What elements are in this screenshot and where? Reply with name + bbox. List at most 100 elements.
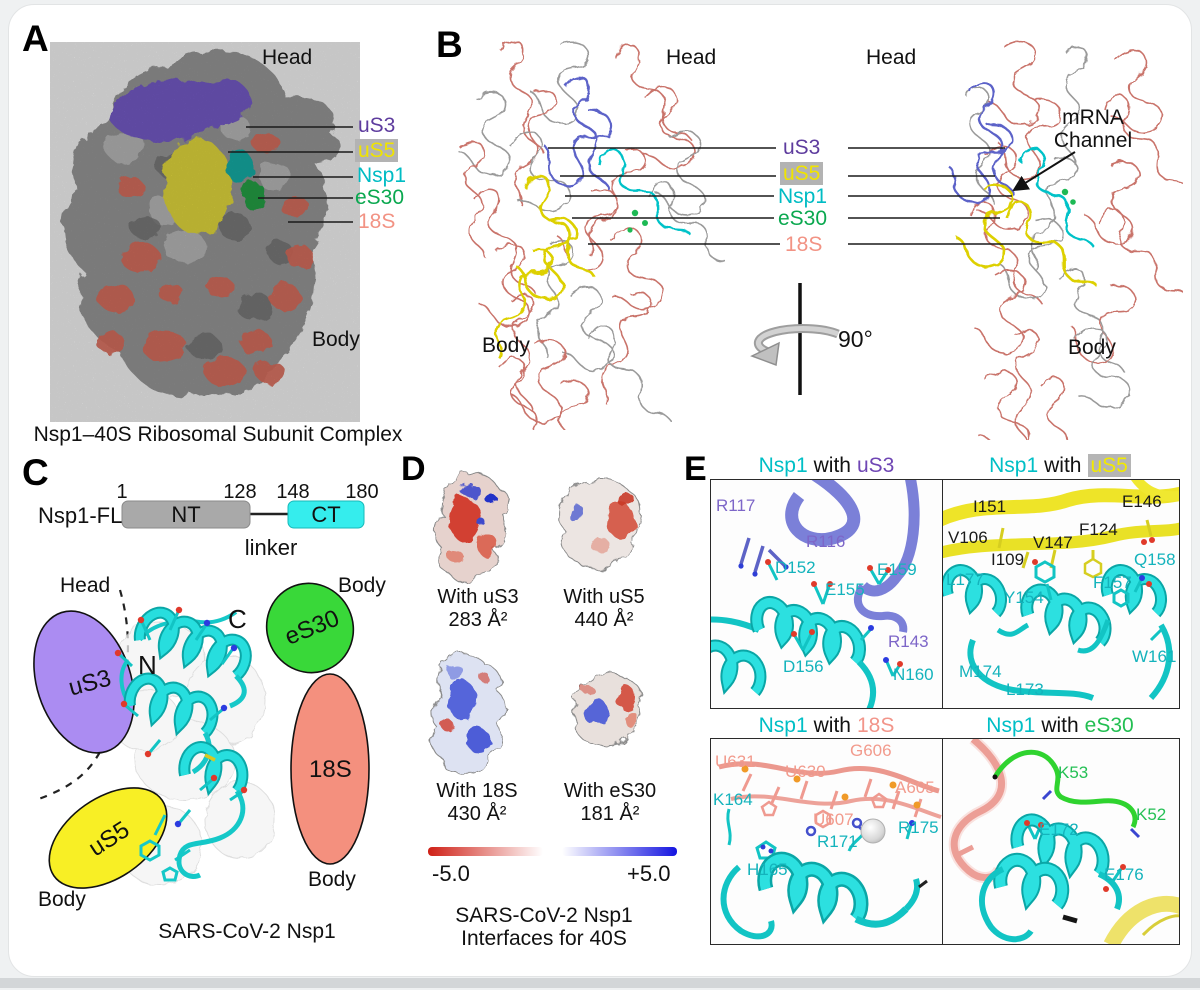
- panel-b-rotation-label: 90°: [838, 326, 873, 352]
- panel-d-surfaces: [431, 473, 643, 776]
- residue-label: N160: [893, 665, 934, 684]
- panel-a-letter: A: [22, 18, 49, 59]
- panel-d-caption-line2: Interfaces for 40S: [461, 927, 627, 950]
- ct-domain-label: CT: [311, 502, 341, 527]
- panel-b-body-right: Body: [1068, 336, 1116, 359]
- panel-b-head-left: Head: [666, 46, 717, 69]
- partner-ovals: [33, 582, 370, 889]
- subpanel-title-18s: Nsp1 with 18S: [710, 714, 943, 738]
- residue-label: U631: [715, 752, 756, 771]
- es30-oval: [265, 582, 355, 674]
- residue-label: I151: [973, 497, 1007, 516]
- residue-number-180: 180: [345, 481, 379, 503]
- residue-number-128: 128: [223, 481, 257, 503]
- residue-label: F157: [1093, 573, 1132, 592]
- page-bottom-strip: [0, 978, 1200, 988]
- residue-label: A605: [895, 778, 935, 797]
- us5-highlight: uS5: [355, 139, 399, 162]
- ribosome-left-colored-chains: [463, 76, 692, 360]
- scale-max-label: +5.0: [627, 861, 671, 886]
- panel-a-legend-es30: eS30: [355, 186, 405, 209]
- subpanel-es30-box: K53 K52 E172 E176: [942, 738, 1180, 945]
- us5-highlight: uS5: [780, 162, 824, 185]
- panel-b-legend-us5: uS5: [780, 162, 824, 186]
- residue-label: L177: [946, 570, 984, 589]
- residue-label: U607: [813, 810, 854, 829]
- title-with: with: [1041, 714, 1079, 737]
- residue-label: W161: [1132, 647, 1177, 666]
- panel-b-mrna-line1: mRNA: [1062, 106, 1124, 129]
- title-nsp1: Nsp1: [989, 454, 1039, 477]
- residue-number-1: 1: [116, 481, 128, 503]
- residue-number-148: 148: [276, 481, 310, 503]
- interface-18s-area: 430 Å²: [447, 803, 507, 825]
- subpanel-title-es30: Nsp1 with eS30: [942, 714, 1178, 738]
- panel-b-head-right: Head: [866, 46, 917, 69]
- construct-label: Nsp1-FL: [38, 503, 123, 528]
- surface-with-18s: [431, 653, 506, 776]
- interface-es30-label: With eS30: [563, 780, 657, 802]
- residue-label: R116: [806, 532, 846, 551]
- subpanel-us3-box: R117 R116 D152 E155 E159 R143 D156 N160: [710, 479, 945, 709]
- linker-label: linker: [244, 535, 298, 560]
- panel-b-letter: B: [436, 24, 463, 65]
- panel-c-body-top-right: Body: [338, 574, 386, 597]
- interface-us3-area: 283 Å²: [448, 609, 508, 631]
- subpanel-us5-box: I151 E146 V106 V147 F124 I109 Q158 L177 Y154 F157…: [942, 479, 1180, 709]
- residue-label: E155: [825, 580, 865, 599]
- subpanel-title-us5: Nsp1 with uS5: [942, 454, 1178, 478]
- panel-a-caption: Nsp1–40S Ribosomal Subunit Complex: [33, 423, 403, 446]
- interface-us5-area: 440 Å²: [574, 609, 634, 631]
- residue-label: E159: [877, 560, 917, 579]
- residue-label: G606: [850, 741, 892, 760]
- residue-label: R171: [817, 832, 858, 851]
- panel-a-body-label: Body: [312, 328, 360, 351]
- interface-es30-area: 181 Å²: [580, 803, 640, 825]
- atom-tips: [738, 559, 903, 667]
- panel-c-head-label: Head: [60, 574, 111, 597]
- residue-label: I109: [991, 550, 1025, 569]
- title-18s: 18S: [857, 714, 895, 737]
- nsp1-atom-tips: [114, 606, 248, 828]
- scale-min-label: -5.0: [432, 861, 470, 886]
- interface-us3-label: With uS3: [437, 586, 519, 608]
- panel-c-art: uS3 eS30 18S uS5: [33, 500, 370, 889]
- atom-tips: [992, 774, 1126, 892]
- title-with: with: [813, 454, 851, 477]
- panel-b-legend-us3: uS3: [783, 136, 821, 159]
- subpanel-title-us3: Nsp1 with uS3: [710, 454, 943, 478]
- panel-c-letter: C: [22, 452, 49, 493]
- us5-oval: [48, 787, 168, 889]
- residue-label: D152: [775, 558, 816, 577]
- panel-a-legend-us5: uS5: [355, 139, 399, 163]
- subpanel-us5-art: [943, 480, 1179, 701]
- residue-label: D156: [783, 657, 824, 676]
- residue-label: Y154: [1004, 588, 1044, 607]
- residue-label: L173: [1006, 680, 1044, 699]
- title-nsp1: Nsp1: [758, 714, 808, 737]
- residue-label: V106: [948, 528, 988, 547]
- surface-with-us5: [559, 478, 641, 571]
- title-us5: uS5: [1087, 454, 1131, 477]
- panel-b-mrna-line2: Channel: [1053, 129, 1133, 152]
- panel-d-letter: D: [401, 450, 426, 488]
- electrostatic-scale-negative: [428, 847, 543, 856]
- residue-label: R117: [716, 496, 756, 515]
- us3-oval: [33, 610, 135, 754]
- panel-c-body-bottom-right: Body: [308, 868, 356, 891]
- residue-label: K53: [1058, 763, 1089, 782]
- surface-with-us3: [435, 473, 510, 583]
- subpanel-es30-art: [948, 739, 1179, 944]
- residue-label: K164: [713, 790, 753, 809]
- residue-label: V147: [1033, 533, 1073, 552]
- panel-b-legend-nsp1: Nsp1: [778, 185, 828, 208]
- nt-domain-box: [121, 500, 251, 529]
- interface-us5-label: With uS5: [563, 586, 645, 608]
- title-with: with: [1044, 454, 1082, 477]
- residue-label: E146: [1122, 492, 1162, 511]
- residue-label: Q158: [1134, 550, 1176, 569]
- panel-b-legend-es30: eS30: [778, 207, 828, 230]
- panel-d-caption-line1: SARS-CoV-2 Nsp1: [455, 904, 633, 927]
- c-terminus-label: C: [228, 604, 247, 634]
